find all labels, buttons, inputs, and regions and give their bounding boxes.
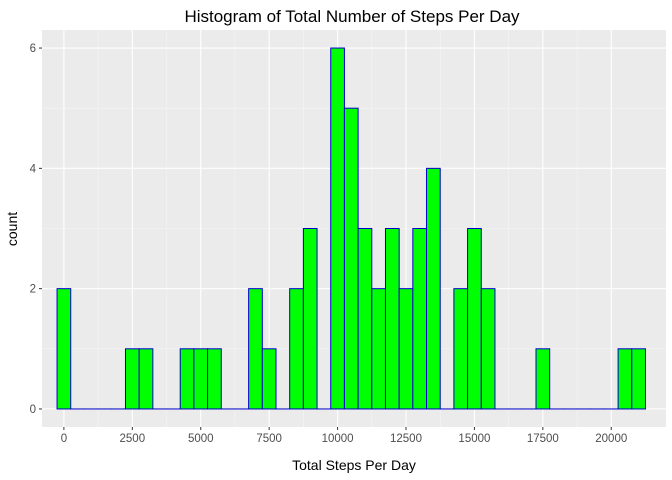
chart-title: Histogram of Total Number of Steps Per D…	[184, 7, 520, 26]
x-tick-label: 12500	[390, 433, 422, 445]
histogram-bar	[179, 348, 195, 410]
x-tick-label: 15000	[458, 433, 490, 445]
histogram-bar	[398, 288, 414, 410]
x-tick-label: 2500	[120, 433, 146, 445]
y-axis-ticks: 0 2 4 6	[30, 43, 42, 416]
histogram-bar	[124, 348, 140, 410]
histogram-bar	[617, 348, 633, 410]
histogram-bar	[248, 288, 263, 410]
histogram-bar	[535, 348, 551, 410]
x-axis-ticks: 0 2500 5000 7500 10000 12500 15000 17500 20000	[61, 427, 627, 445]
x-tick-label: 0	[61, 433, 67, 445]
histogram-bar	[384, 228, 400, 410]
histogram-bar	[261, 348, 277, 410]
histogram-bar	[453, 288, 469, 410]
histogram-bar	[412, 228, 428, 410]
histogram-bar	[357, 228, 373, 410]
y-tick-label: 6	[30, 43, 36, 55]
histogram-bar	[371, 288, 386, 410]
y-tick-label: 2	[30, 284, 36, 296]
histogram-bars	[56, 47, 646, 410]
histogram-bar	[289, 288, 304, 410]
histogram-bar	[480, 288, 496, 410]
histogram-bar	[631, 348, 646, 410]
x-tick-label: 10000	[322, 433, 354, 445]
histogram-bar	[56, 288, 72, 410]
x-tick-label: 7500	[256, 433, 282, 445]
y-tick-label: 0	[30, 404, 36, 416]
x-tick-label: 20000	[595, 433, 627, 445]
x-tick-label: 5000	[188, 433, 214, 445]
histogram-bar	[330, 47, 345, 410]
y-tick-label: 4	[30, 163, 37, 175]
histogram-bar	[426, 167, 441, 410]
histogram-bar	[343, 107, 359, 410]
x-axis-title: Total Steps Per Day	[292, 457, 416, 473]
y-axis-title: count	[4, 212, 20, 246]
histogram-bar	[207, 348, 222, 410]
x-tick-label: 17500	[527, 433, 559, 445]
histogram-bar	[193, 348, 209, 410]
histogram-bar	[138, 348, 154, 410]
histogram-bar	[302, 228, 318, 410]
histogram-bar	[467, 228, 482, 410]
